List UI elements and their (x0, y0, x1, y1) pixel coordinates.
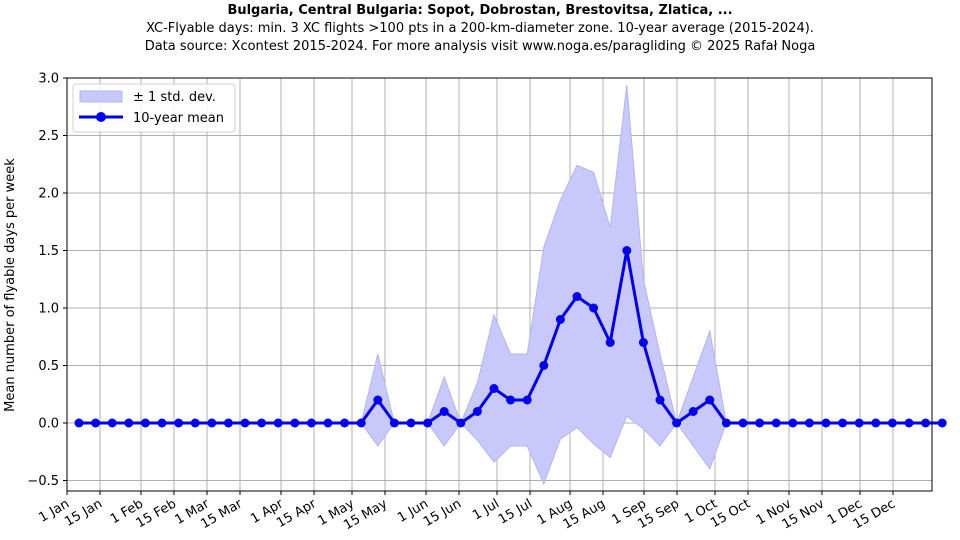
data-point (91, 418, 101, 428)
data-point (622, 246, 632, 255)
data-point (838, 418, 848, 428)
data-point (937, 418, 947, 428)
data-point (456, 418, 466, 428)
y-tick-label: 0.0 (38, 417, 59, 432)
data-point (389, 418, 399, 428)
data-point (522, 395, 532, 405)
data-point (257, 418, 267, 428)
data-point (290, 418, 300, 428)
y-tick-label: −0.5 (27, 474, 59, 489)
data-point (672, 418, 682, 428)
data-point (821, 418, 831, 428)
chart-subtitle-definition: XC-Flyable days: min. 3 XC flights >100 … (146, 21, 814, 36)
y-tick-label: 2.0 (38, 187, 59, 202)
y-tick-label: 0.5 (38, 359, 59, 374)
data-point (124, 418, 134, 428)
y-tick-label: 1.0 (38, 302, 59, 317)
y-tick-label: 3.0 (38, 72, 59, 87)
data-point (921, 418, 931, 428)
y-tick-label: 1.5 (38, 244, 59, 259)
data-point (638, 338, 648, 347)
data-point (323, 418, 333, 428)
data-point (589, 303, 599, 313)
y-axis-label: Mean number of flyable days per week (3, 158, 18, 412)
data-point (356, 418, 366, 428)
data-point (306, 418, 316, 428)
data-point (439, 407, 449, 416)
data-point (174, 418, 184, 428)
y-tick-label: 2.5 (38, 129, 59, 144)
data-point (721, 418, 731, 428)
mean-line-series (74, 246, 947, 428)
data-point (771, 418, 781, 428)
x-tick-label: 1 Jul (470, 496, 502, 523)
data-point (157, 418, 167, 428)
data-point (788, 418, 798, 428)
data-point (572, 292, 582, 301)
data-point (489, 384, 499, 393)
data-point (688, 407, 698, 416)
data-point (423, 418, 433, 428)
data-point (140, 418, 150, 428)
plot-frame (66, 77, 933, 492)
x-tick-label: 15 Jun (421, 496, 464, 529)
data-point (887, 418, 897, 428)
data-point (871, 418, 881, 428)
data-point (340, 418, 350, 428)
data-point (207, 418, 217, 428)
data-point (406, 418, 416, 428)
std-dev-swatch-icon (79, 90, 123, 103)
data-point (755, 418, 765, 428)
data-point (472, 407, 482, 416)
legend-mean-label: 10-year mean (133, 111, 224, 126)
data-point (190, 418, 200, 428)
data-point (705, 395, 715, 405)
data-point (804, 418, 814, 428)
data-point (240, 418, 250, 428)
legend: ± 1 std. dev. 10-year mean (72, 83, 236, 133)
data-point (555, 315, 565, 324)
mean-marker-icon (96, 112, 106, 122)
x-tick-label: 15 Jan (62, 496, 105, 529)
data-point (605, 338, 615, 347)
data-point (539, 361, 549, 370)
data-point (655, 395, 665, 405)
data-point (74, 418, 84, 428)
data-point (107, 418, 117, 428)
legend-std-label: ± 1 std. dev. (133, 90, 216, 105)
data-point (904, 418, 914, 428)
chart-title: Bulgaria, Central Bulgaria: Sopot, Dobro… (227, 3, 733, 18)
y-axis: −0.5 0.0 0.5 1.0 1.5 2.0 2.5 3.0 (27, 72, 67, 489)
x-tick-label: 15 Jul (496, 496, 535, 527)
data-point (738, 418, 748, 428)
data-point (854, 418, 864, 428)
data-point (373, 395, 383, 405)
data-point (273, 418, 283, 428)
data-point (506, 395, 516, 405)
chart-subtitle-source: Data source: Xcontest 2015-2024. For mor… (144, 39, 816, 54)
data-point (223, 418, 233, 428)
